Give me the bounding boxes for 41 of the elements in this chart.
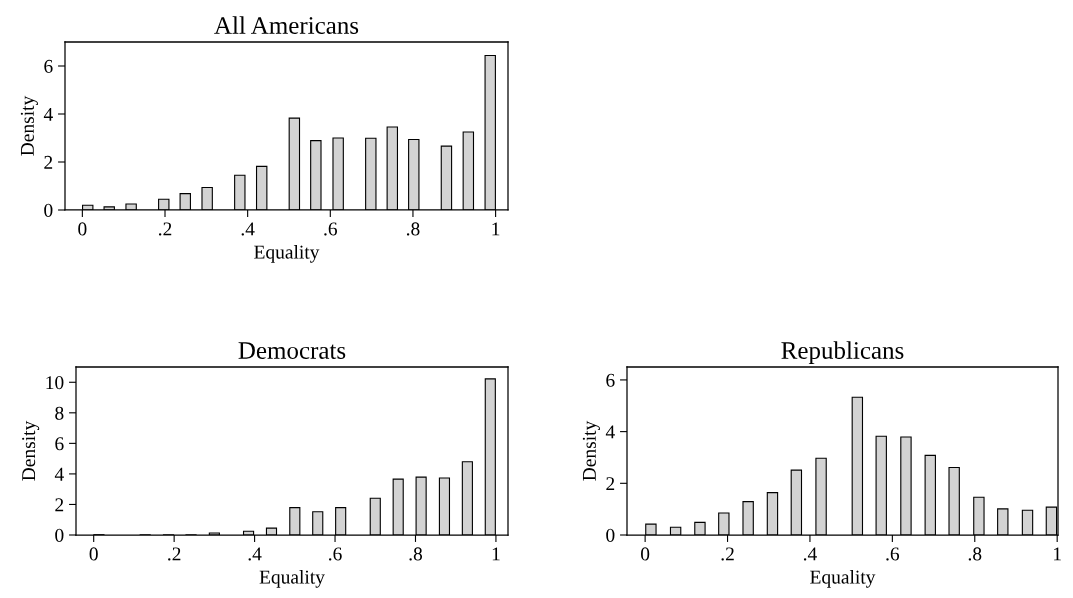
x-tick-label: .6: [329, 547, 342, 561]
x-tick-label: .6: [886, 547, 900, 561]
y-tick-label: 10: [46, 376, 64, 390]
x-tick-label: .2: [721, 547, 734, 561]
x-tick-label: .2: [159, 222, 172, 236]
x-tick-label: 0: [89, 547, 98, 561]
x-tick-label: .6: [324, 222, 338, 236]
x-tick-label: 0: [641, 547, 650, 561]
y-tick-label: 6: [55, 437, 64, 451]
chart-title: Democrats: [238, 342, 346, 359]
y-tick-label: 2: [55, 498, 64, 512]
x-tick-label: 1: [492, 547, 500, 561]
x-tick-label: .8: [968, 547, 982, 561]
y-tick-label: 0: [55, 528, 64, 542]
y-tick-label: 6: [44, 59, 53, 73]
y-tick-label: 4: [605, 425, 615, 439]
x-tick-label: .8: [409, 547, 423, 561]
chart-title: All Americans: [214, 16, 359, 34]
x-axis-title: Equality: [810, 569, 876, 588]
x-tick-label: .4: [248, 547, 262, 561]
chart-title: Republicans: [781, 341, 904, 364]
x-tick-label: 1: [1054, 547, 1061, 561]
y-axis-title: Density: [582, 420, 600, 481]
y-tick-label: 4: [54, 467, 64, 481]
y-tick-label: 6: [606, 373, 615, 387]
x-tick-label: 0: [78, 222, 87, 236]
x-tick-label: .4: [803, 547, 817, 561]
x-axis-title: Equality: [259, 569, 325, 588]
x-tick-label: .4: [241, 222, 255, 236]
y-axis-title: Density: [20, 95, 38, 156]
y-tick-label: 8: [55, 406, 64, 420]
y-tick-label: 4: [43, 107, 53, 121]
y-axis-title: Density: [22, 420, 40, 481]
y-tick-label: 2: [606, 477, 615, 491]
y-tick-label: 0: [44, 203, 53, 217]
x-tick-label: 1: [492, 222, 500, 236]
y-tick-label: 0: [606, 528, 615, 542]
x-axis-title: Equality: [254, 244, 320, 263]
x-tick-label: .8: [406, 222, 420, 236]
y-tick-label: 2: [44, 155, 53, 169]
x-tick-label: .2: [168, 547, 181, 561]
